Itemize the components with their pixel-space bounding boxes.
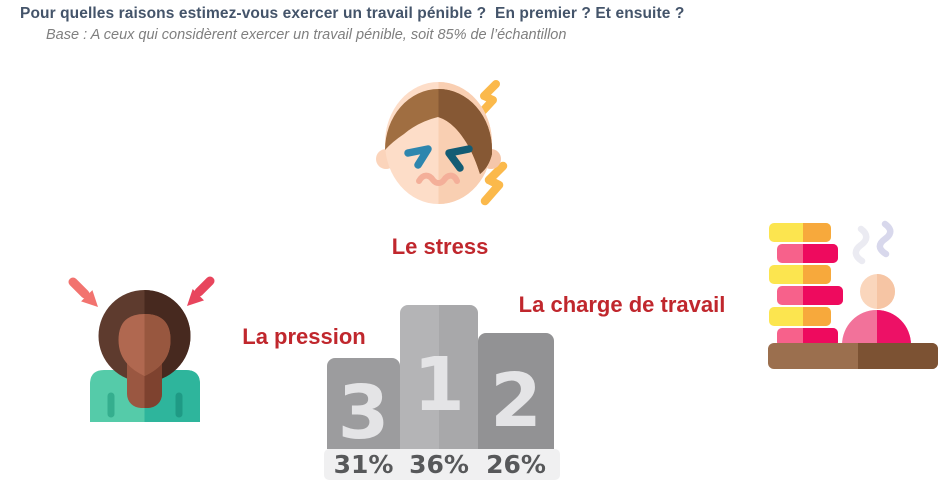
podium-rank-first: 1 — [413, 342, 465, 428]
page-title: Pour quelles raisons estimez-vous exerce… — [20, 5, 685, 22]
podium-column-second — [478, 333, 554, 449]
workload-stack-icon — [765, 215, 940, 370]
label-la-pression: La pression — [242, 324, 366, 349]
podium-rank-third: 3 — [337, 370, 390, 456]
podium-base — [324, 449, 560, 480]
percent-value-third: 31% — [333, 450, 394, 479]
pressured-person-icon — [65, 272, 215, 422]
base-note: Base : A ceux qui considèrent exercer un… — [46, 27, 567, 43]
percent-value-second: 26% — [486, 450, 546, 479]
tired-worker — [842, 274, 911, 345]
pressure-arrows-icon — [68, 276, 215, 307]
percent-value-first: 36% — [409, 450, 469, 479]
podium-column-first — [400, 305, 478, 449]
lightning-bolt-icon — [477, 80, 508, 206]
label-le-stress: Le stress — [391, 234, 489, 259]
stress-squiggles-icon — [852, 220, 894, 265]
stressed-face-icon — [375, 78, 510, 213]
block-stack — [769, 223, 843, 347]
podium-rank-second: 2 — [490, 358, 542, 444]
label-la-charge-de-travail: La charge de travail — [518, 292, 726, 317]
podium-column-third — [327, 358, 400, 449]
